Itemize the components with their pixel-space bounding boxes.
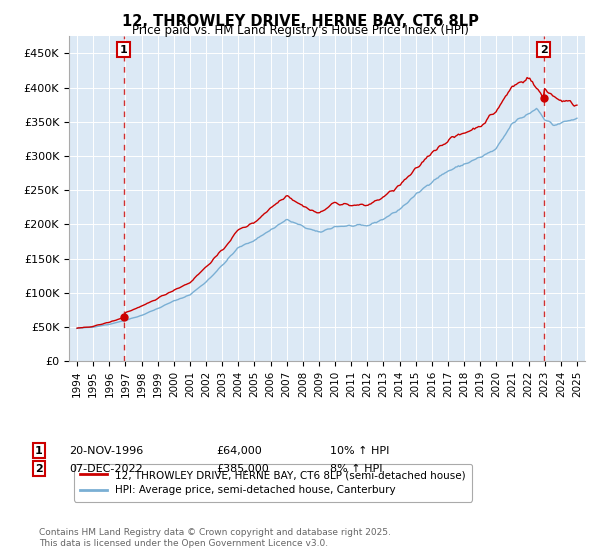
Text: 07-DEC-2022: 07-DEC-2022 [69,464,143,474]
Legend: 12, THROWLEY DRIVE, HERNE BAY, CT6 8LP (semi-detached house), HPI: Average price: 12, THROWLEY DRIVE, HERNE BAY, CT6 8LP (… [74,464,472,502]
Text: 20-NOV-1996: 20-NOV-1996 [69,446,143,456]
Text: 12, THROWLEY DRIVE, HERNE BAY, CT6 8LP: 12, THROWLEY DRIVE, HERNE BAY, CT6 8LP [122,14,478,29]
Text: Price paid vs. HM Land Registry's House Price Index (HPI): Price paid vs. HM Land Registry's House … [131,24,469,37]
Text: 1: 1 [35,446,43,456]
Text: Contains HM Land Registry data © Crown copyright and database right 2025.
This d: Contains HM Land Registry data © Crown c… [39,528,391,548]
Text: 2: 2 [539,45,547,54]
Text: £385,000: £385,000 [216,464,269,474]
Text: 1: 1 [120,45,128,54]
Text: £64,000: £64,000 [216,446,262,456]
Text: 2: 2 [35,464,43,474]
Text: 8% ↑ HPI: 8% ↑ HPI [330,464,383,474]
Text: 10% ↑ HPI: 10% ↑ HPI [330,446,389,456]
